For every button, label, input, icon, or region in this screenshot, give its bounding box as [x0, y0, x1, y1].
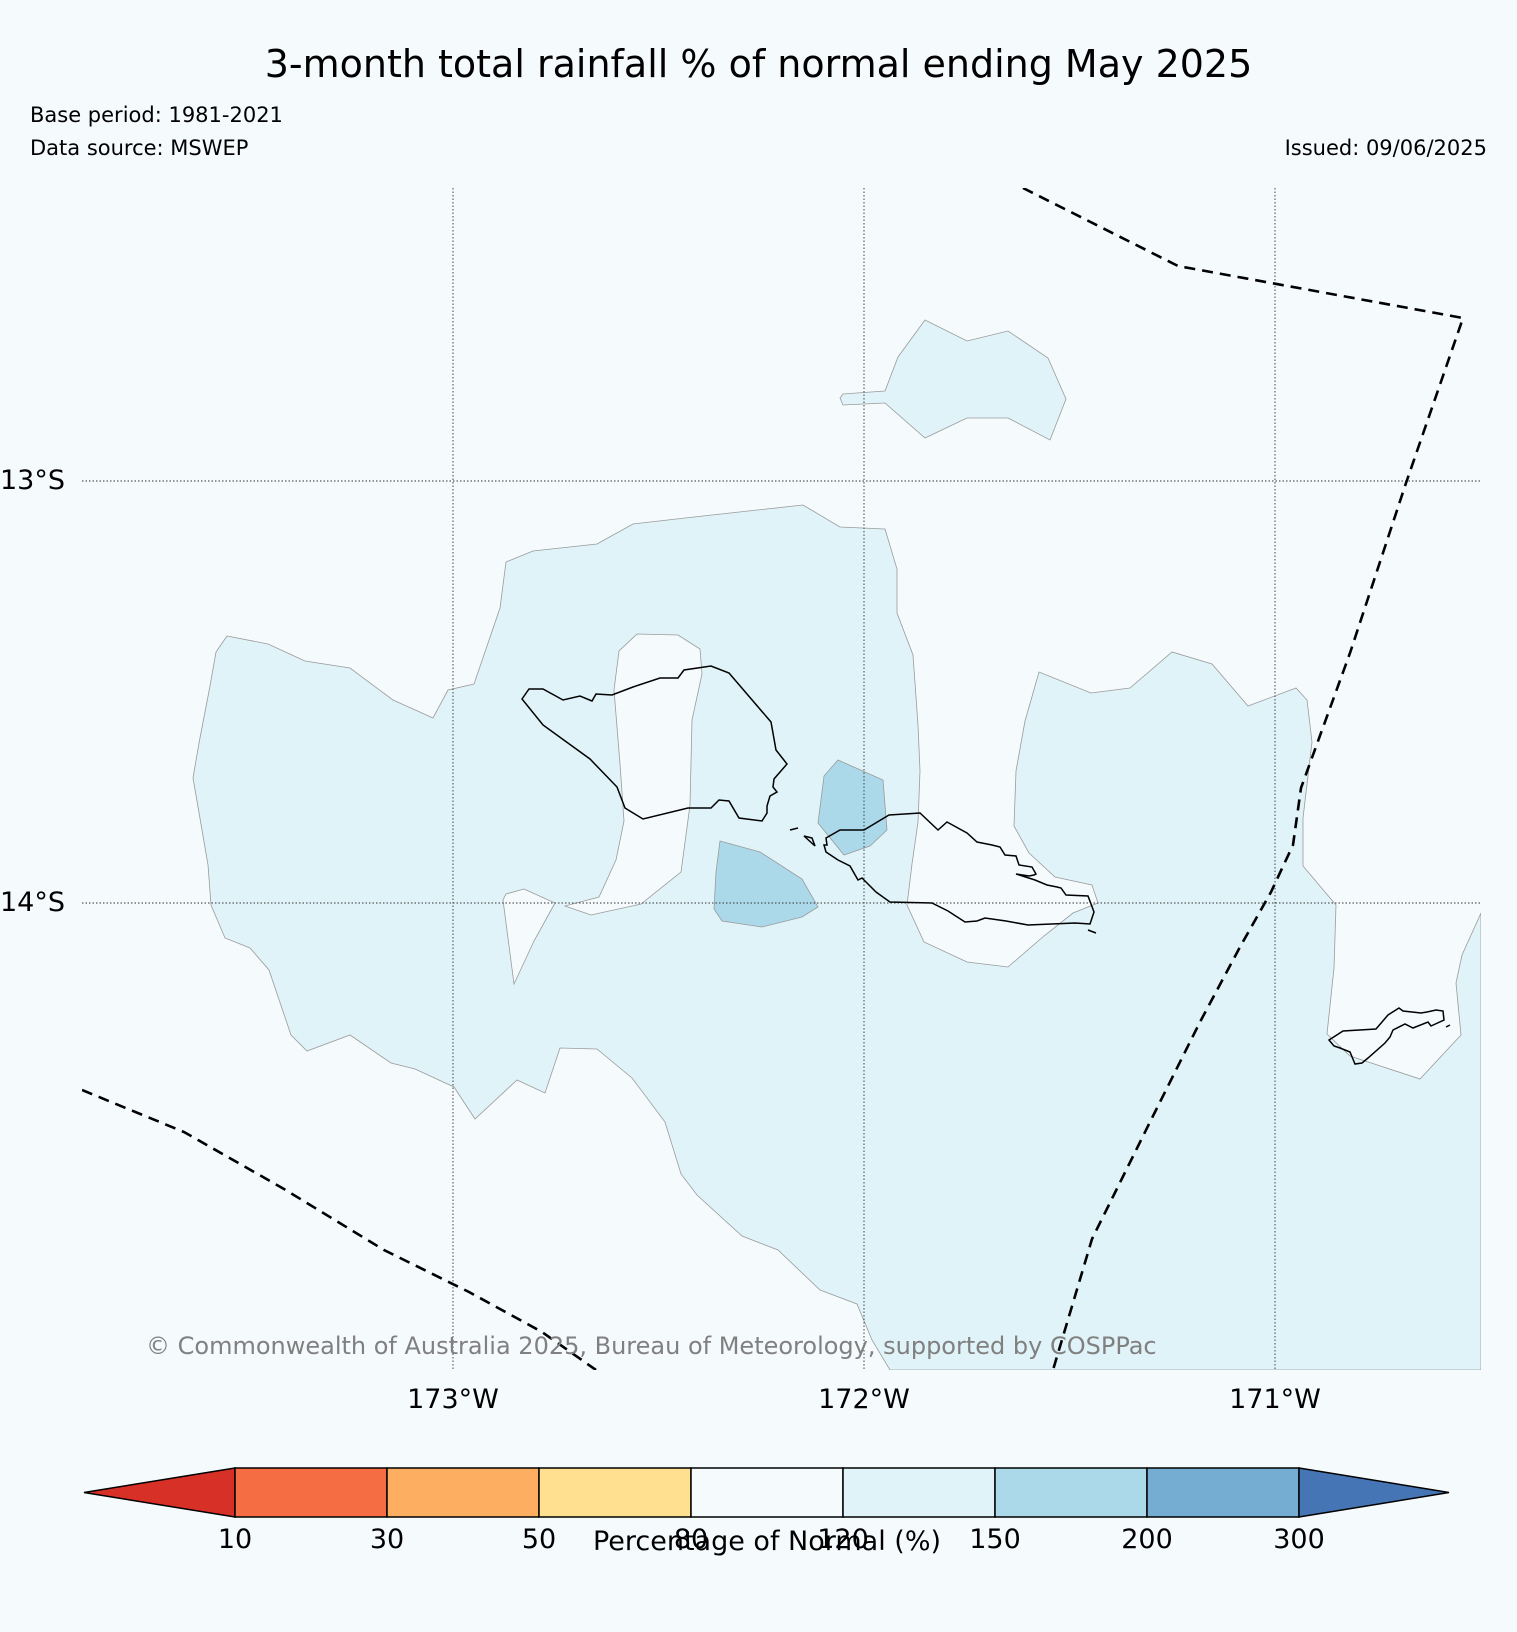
colorbar-extend-low	[83, 1467, 236, 1518]
colorbar-segment	[538, 1467, 692, 1518]
base-period: Base period: 1981-2021	[30, 103, 283, 127]
colorbar-tick-label: 120	[817, 1524, 869, 1555]
colorbar-segment	[842, 1467, 996, 1518]
colorbar-tick-label: 50	[522, 1524, 556, 1555]
tutuila-east-point	[1445, 1024, 1451, 1028]
apolima-islet	[789, 827, 799, 831]
colorbar-tick-label: 300	[1273, 1524, 1325, 1555]
region-150-200-west	[713, 840, 819, 928]
lon-label-171w: 171°W	[1229, 1384, 1321, 1415]
eez-boundary-north	[1022, 188, 1465, 1370]
colorbar-segment	[1146, 1467, 1300, 1518]
colorbar-ticks: 10 30 50 80 120 150 200 300	[218, 1524, 1325, 1555]
upolu-east-point	[1087, 929, 1097, 934]
colorbar-tick-label: 150	[969, 1524, 1021, 1555]
colorbar-segment	[234, 1467, 388, 1518]
colorbar-extend-high	[1298, 1467, 1450, 1518]
eez-boundaries	[82, 188, 1465, 1370]
data-source: Data source: MSWEP	[30, 136, 249, 160]
colorbar-segment	[994, 1467, 1148, 1518]
eez-boundary-southwest	[82, 1088, 597, 1370]
colorbar-tick-label: 200	[1121, 1524, 1173, 1555]
colorbar-tick-label: 80	[674, 1524, 708, 1555]
lat-label-13s: 13°S	[0, 465, 65, 496]
manono-islet	[803, 835, 816, 847]
region-120-150-north	[839, 319, 1067, 441]
colorbar	[83, 1467, 1450, 1518]
tutuila-coastline	[1327, 1007, 1445, 1065]
copyright-notice: © Commonwealth of Australia 2025, Bureau…	[146, 1332, 1157, 1360]
coastlines	[521, 665, 1451, 1065]
upolu-coastline	[823, 812, 1095, 926]
lon-label-172w: 172°W	[818, 1384, 910, 1415]
colorbar-title: Percentage of Normal (%)	[593, 1526, 941, 1557]
map-area: © Commonwealth of Australia 2025, Bureau…	[82, 188, 1481, 1370]
savaii-coastline	[521, 665, 788, 822]
graticule	[82, 188, 1481, 1370]
colorbar-tick-label: 10	[218, 1524, 252, 1555]
lat-label-14s: 14°S	[0, 887, 65, 918]
region-120-150-main	[192, 504, 1481, 1370]
colorbar-segment	[386, 1467, 540, 1518]
colorbar-tick-label: 30	[370, 1524, 404, 1555]
region-150-200-east	[817, 759, 888, 856]
lon-label-173w: 173°W	[407, 1384, 499, 1415]
colorbar-segment	[690, 1467, 844, 1518]
issued-date: Issued: 09/06/2025	[1284, 136, 1487, 160]
map-title: 3-month total rainfall % of normal endin…	[264, 42, 1253, 86]
